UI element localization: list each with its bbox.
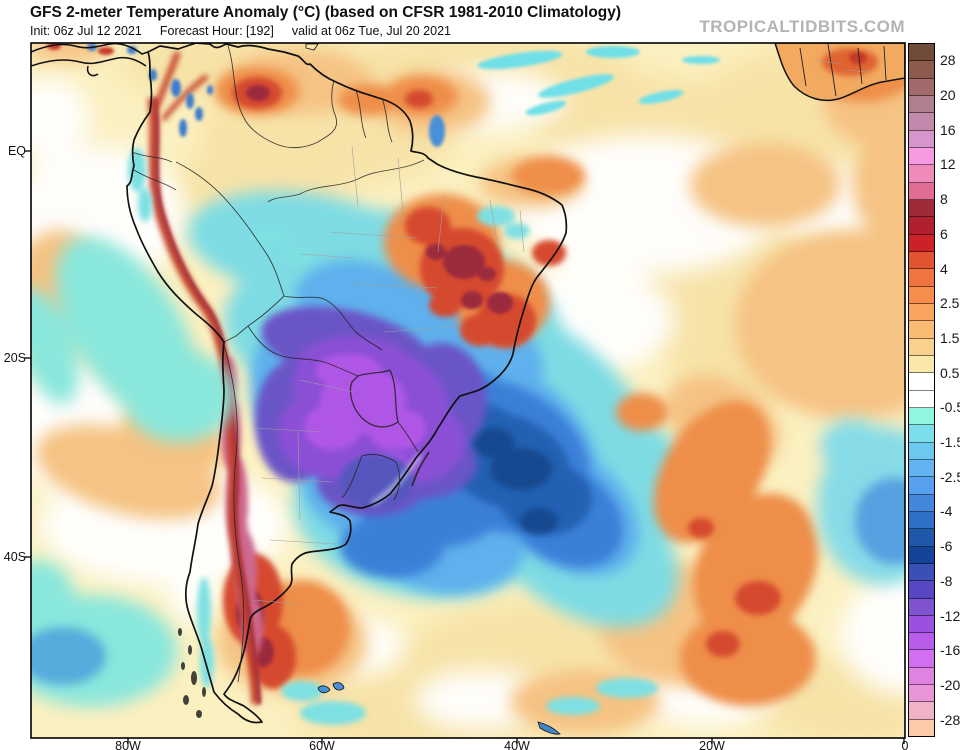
africa-landmass [774,43,905,102]
colorbar-cell [909,44,934,62]
colorbar-cell [909,95,934,114]
colorbar-label: -12 [940,607,960,624]
colorbar-cell [909,182,934,200]
colorbar-cell [909,650,934,668]
coastal-cold-fringe [370,453,422,506]
lat-label-eq: EQ [7,144,26,158]
colorbar-cell [909,442,934,460]
colorbar-cell [909,373,934,391]
colorbar-label: -8 [940,572,953,589]
central-america-coastline [31,43,149,77]
colorbar-cell [909,78,934,96]
colorbar-cell [909,685,934,703]
colorbar-label: 28 [940,52,956,69]
colorbar-cell [909,511,934,530]
patagonia-terrain-speckles [178,628,206,718]
colorbar-label: 8 [940,191,948,208]
lon-label-20w: 20W [699,739,725,750]
colorbar-label: -4 [940,503,953,520]
page-title: GFS 2-meter Temperature Anomaly (°C) (ba… [30,4,622,21]
lon-label-60w: 60W [309,739,335,750]
colorbar-cell [909,303,934,322]
colorbar-label: 16 [940,121,956,138]
colorbar-label: 4 [940,260,948,277]
state-borders [251,59,871,605]
cold-pool-navy [472,428,558,534]
atlantic-cool-core [855,478,905,564]
colorbar-cell [909,615,934,634]
lon-label-80w: 80W [115,739,141,750]
colorbar-cell [909,338,934,356]
trinidad-island [305,43,319,51]
colorbar-cell [909,165,934,183]
colorbar-cell [909,425,934,443]
colorbar-cell [909,529,934,547]
axis-ticks [24,150,905,744]
colorbar-cell [909,269,934,287]
misc-cool-patches [128,148,658,725]
colorbar-cell [909,667,934,686]
lat-label-20s: 20S [3,351,26,365]
falkland-islands [317,682,345,694]
colorbar-label: 20 [940,87,956,104]
colorbar-cell [909,598,934,616]
colorbar-label: -28 [940,711,960,728]
colorbar-cell [909,286,934,304]
colorbar-cell [909,113,934,131]
colorbar-cells [908,43,935,737]
colorbar-cell [909,702,934,720]
colorbar-cell [909,459,934,478]
colorbar-label: 0.5 [940,364,960,381]
colorbar-label: 2.5 [940,295,960,312]
colorbar-cell [909,217,934,235]
colorbar-label: 12 [940,156,956,173]
country-borders [131,45,430,683]
colorbar-cell [909,251,934,270]
site-watermark: TROPICALTIDBITS.COM [699,17,905,36]
colorbar-cell [909,147,934,166]
colorbar-label: -0.5 [940,399,960,416]
map-frame [30,42,906,739]
valid-time: valid at 06z Tue, Jul 20 2021 [291,24,451,38]
south-georgia-island [537,721,561,735]
lat-label-40s: 40S [3,550,26,564]
model-run-info: Init: 06z Jul 12 2021 Forecast Hour: [192… [30,24,469,38]
colorbar-label: -16 [940,642,960,659]
equatorial-cool-ribbons [477,46,720,116]
colorbar-label: -20 [940,676,960,693]
colorbar-cell [909,321,934,339]
colorbar-cell [909,563,934,582]
colorbar-label: -1.5 [940,434,960,451]
forecast-hour: Forecast Hour: [192] [159,24,274,38]
colorbar-label: -2.5 [940,468,960,485]
colorbar-cell [909,130,934,148]
pacific-cool-core [31,627,106,685]
amazon-mouth-cool [429,115,445,147]
colorbar-cell [909,234,934,252]
colorbar-label: 1.5 [940,329,960,346]
colorbar-cell [909,407,934,426]
lon-label-0: 0 [901,739,909,750]
colorbar-cell [909,546,934,564]
colorbar-cell [909,494,934,512]
init-time: Init: 06z Jul 12 2021 [30,24,142,38]
colorbar-cell [909,355,934,374]
colorbar-cell [909,477,934,495]
colorbar-label: -6 [940,538,953,555]
colorbar-cell [909,199,934,218]
colorbar-cell [909,633,934,651]
south-america-coastline [126,43,568,724]
colorbar-cell [909,390,934,408]
uruguay-cold [340,454,414,508]
colorbar-cell [909,61,934,79]
colorbar-cell [909,581,934,599]
colorbar-label: 6 [940,225,948,242]
colorbar-cell [909,719,934,737]
lon-label-40w: 40W [504,739,530,750]
